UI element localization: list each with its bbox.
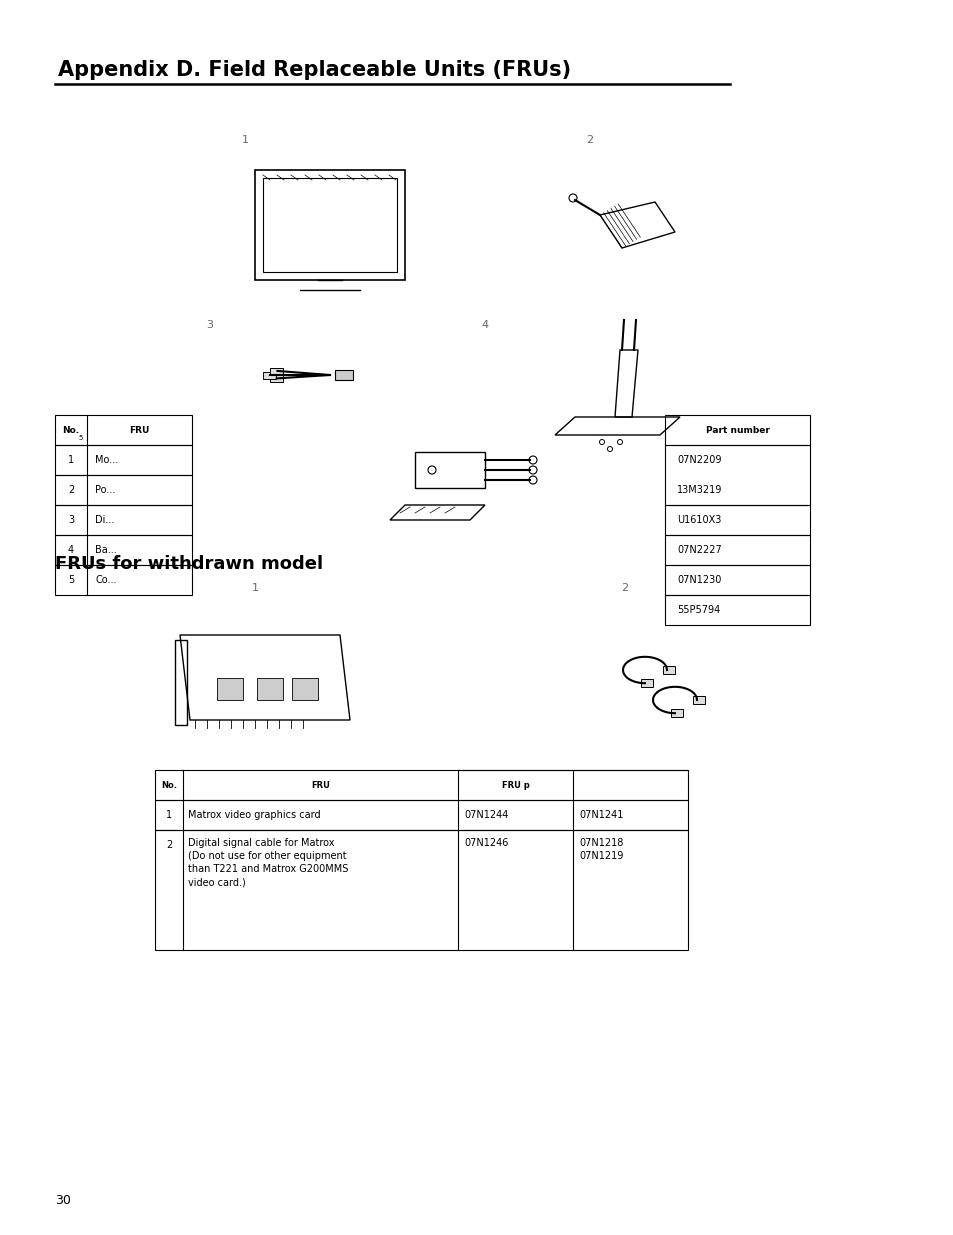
Text: 1: 1	[166, 810, 172, 820]
Text: Po...: Po...	[95, 485, 115, 495]
Text: 5: 5	[79, 435, 83, 441]
Text: 30: 30	[55, 1194, 71, 1207]
Text: Digital signal cable for Matrox
(Do not use for other equipment
than T221 and Ma: Digital signal cable for Matrox (Do not …	[188, 839, 348, 888]
Text: 1: 1	[68, 454, 74, 466]
Bar	[174, 640, 187, 725]
Bar	[664, 505, 809, 535]
Bar	[154, 769, 687, 800]
Bar	[216, 678, 243, 700]
Text: Matrox video graphics card: Matrox video graphics card	[188, 810, 320, 820]
Bar	[254, 170, 405, 280]
Text: 4: 4	[481, 320, 488, 330]
Text: Di...: Di...	[95, 515, 114, 525]
Text: No.: No.	[161, 781, 177, 789]
Text: 4: 4	[68, 545, 74, 555]
Bar	[256, 678, 283, 700]
Bar	[154, 830, 687, 950]
Text: U1610X3: U1610X3	[677, 515, 720, 525]
Text: 2: 2	[620, 583, 628, 593]
Bar	[263, 178, 396, 272]
Bar	[55, 475, 192, 505]
Text: Part number: Part number	[705, 426, 769, 435]
Bar	[662, 666, 675, 674]
Text: 07N1218
07N1219: 07N1218 07N1219	[578, 839, 622, 861]
Bar	[270, 375, 282, 383]
Text: FRUs for withdrawn model: FRUs for withdrawn model	[55, 555, 323, 573]
Bar	[154, 800, 687, 830]
Text: FRU p: FRU p	[501, 781, 529, 789]
Text: Appendix D. Field Replaceable Units (FRUs): Appendix D. Field Replaceable Units (FRU…	[58, 61, 571, 80]
Text: 55P5794: 55P5794	[677, 605, 720, 615]
Bar	[335, 370, 353, 380]
Text: 13M3219: 13M3219	[677, 485, 721, 495]
Text: Ba...: Ba...	[95, 545, 116, 555]
Text: 2: 2	[166, 840, 172, 850]
Text: No.: No.	[62, 426, 79, 435]
Text: 07N2209: 07N2209	[677, 454, 720, 466]
Text: 07N1241: 07N1241	[578, 810, 622, 820]
Text: 07N2227: 07N2227	[677, 545, 721, 555]
Text: 3: 3	[206, 320, 213, 330]
Bar	[55, 415, 192, 445]
Text: FRU: FRU	[311, 781, 330, 789]
Bar	[692, 697, 704, 704]
Text: 2: 2	[586, 135, 593, 144]
Text: 5: 5	[68, 576, 74, 585]
Bar	[415, 452, 484, 488]
Text: 07N1246: 07N1246	[463, 839, 508, 848]
Bar	[664, 535, 809, 564]
Text: FRU: FRU	[130, 426, 150, 435]
Bar	[55, 535, 192, 564]
Bar	[664, 445, 809, 505]
Text: 07N1230: 07N1230	[677, 576, 720, 585]
Text: Co...: Co...	[95, 576, 116, 585]
Bar	[664, 415, 809, 445]
Bar	[55, 445, 192, 475]
Bar	[263, 372, 275, 379]
Text: 07N1244: 07N1244	[463, 810, 508, 820]
Text: 3: 3	[68, 515, 74, 525]
Bar	[664, 595, 809, 625]
Bar	[55, 564, 192, 595]
Bar	[670, 709, 682, 718]
Bar	[292, 678, 317, 700]
Bar	[55, 505, 192, 535]
Bar	[270, 368, 283, 375]
Bar	[640, 679, 652, 687]
Text: 1: 1	[241, 135, 248, 144]
Text: Mo...: Mo...	[95, 454, 118, 466]
Text: 1: 1	[252, 583, 258, 593]
Text: 2: 2	[68, 485, 74, 495]
Bar	[664, 564, 809, 595]
